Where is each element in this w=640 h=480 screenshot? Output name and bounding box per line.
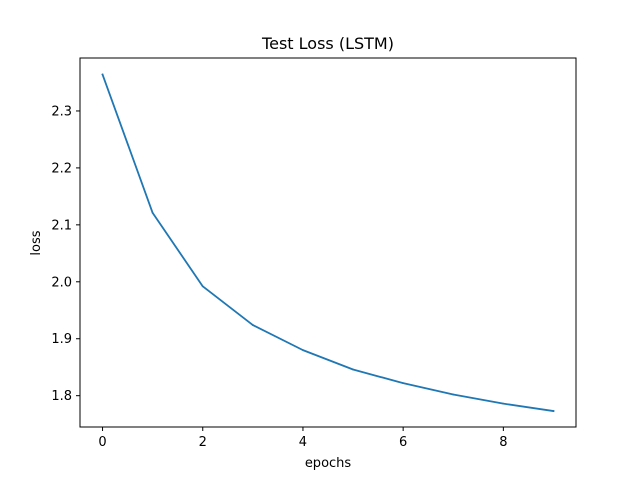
y-tick-label: 1.9 [51,332,72,347]
chart-title: Test Loss (LSTM) [261,34,394,53]
x-tick-label: 2 [199,435,207,450]
loss-data-point [452,393,455,396]
x-axis: 0 2 4 6 8 [98,427,507,450]
y-tick-label: 1.8 [51,389,72,404]
x-tick-label: 4 [299,435,307,450]
loss-data-point [251,324,254,326]
loss-data-point [552,410,555,412]
y-tick-label: 2.1 [51,218,72,233]
y-axis: 1.8 1.9 2.0 2.1 2.2 2.3 [51,104,80,404]
loss-data-point [201,285,204,288]
y-axis-label: loss [29,230,44,255]
loss-data-point [151,211,154,214]
x-axis-label: epochs [305,456,352,471]
y-tick-label: 2.3 [51,104,72,119]
loss-data-point [502,402,505,405]
x-tick-label: 8 [499,435,507,450]
plot-frame [79,57,577,428]
loss-data-point [402,382,405,385]
loss-data-point [352,368,354,371]
plot-area [101,73,555,413]
y-tick-label: 2.2 [51,161,72,176]
x-tick-label: 6 [399,435,407,450]
y-tick-label: 2.0 [51,275,72,290]
loss-data-point [101,73,104,76]
loss-series-line [101,73,555,413]
loss-data-point [302,349,304,352]
x-tick-label: 0 [98,435,106,450]
